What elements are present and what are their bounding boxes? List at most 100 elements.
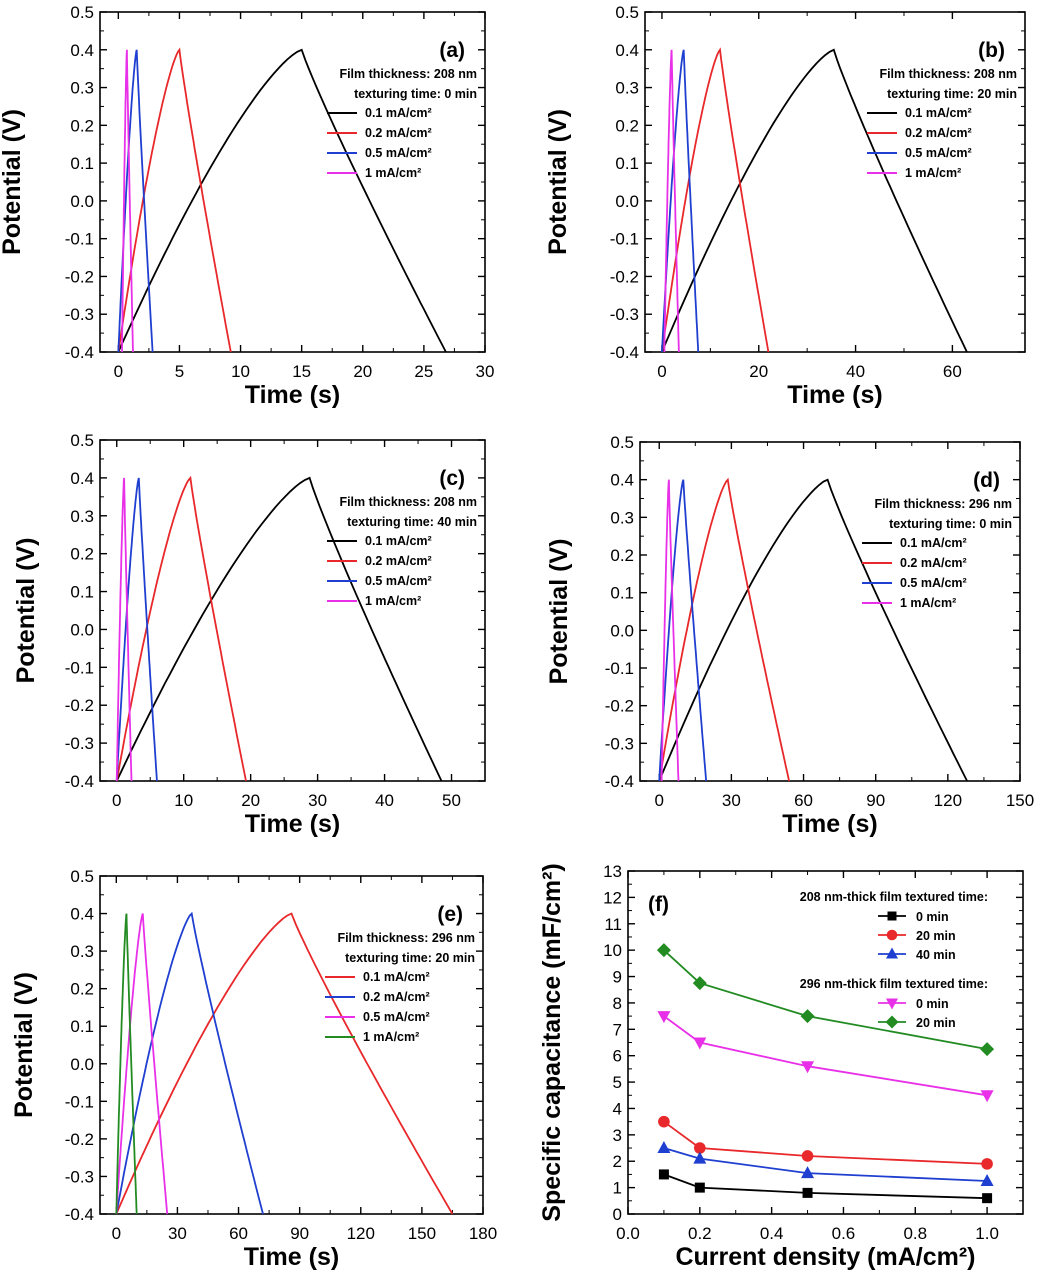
panel-label: (a) — [439, 39, 465, 62]
info-line: texturing time: 0 min — [354, 87, 477, 101]
y-tick-label: -0.1 — [605, 659, 634, 678]
y-tick-label: 0.2 — [615, 116, 639, 135]
y-tick-label: 6 — [613, 1047, 622, 1066]
y-tick-label: 0.3 — [70, 507, 94, 526]
data-point — [885, 1015, 899, 1029]
series-line-2 — [115, 913, 169, 1215]
series-line-1 — [658, 477, 790, 782]
panel-b: -0.4 -0.3 -0.2 -0.1 0.0 0.1 0.2 0.3 0.4 0.5 0 20 40 6… — [544, 3, 1026, 409]
y-tick-label: 8 — [613, 994, 622, 1013]
panel-label: (f) — [648, 893, 669, 916]
x-tick-label: 30 — [722, 791, 741, 810]
series-line-1 — [661, 47, 770, 353]
series-line-0 — [115, 476, 443, 782]
y-tick-label: 0.0 — [70, 192, 94, 211]
y-tick-label: 0.1 — [70, 154, 94, 173]
y-tick-label: -0.3 — [65, 305, 94, 324]
x-tick-label: 120 — [347, 1224, 375, 1243]
data-point — [980, 1042, 995, 1057]
data-point — [801, 1061, 815, 1074]
panel-e: -0.4 -0.3 -0.2 -0.1 0.0 0.1 0.2 0.3 0.4 0.5 0 30 60 9… — [10, 867, 497, 1271]
x-tick-label: 60 — [794, 791, 813, 810]
legend-label: 0.5 mA/cm² — [363, 1010, 430, 1024]
series-line-0 — [661, 48, 968, 353]
series-line-3 — [663, 49, 680, 353]
y-tick-label: -0.2 — [65, 1130, 94, 1149]
series-line-2 — [658, 479, 707, 782]
data-point — [657, 1011, 671, 1024]
info-line: texturing time: 0 min — [889, 517, 1012, 531]
y-tick-label: 7 — [613, 1020, 622, 1039]
series-line-3 — [660, 479, 680, 782]
plot-frame — [99, 11, 486, 353]
x-tick-label: 10 — [174, 791, 193, 810]
y-tick-label: 0.3 — [610, 508, 634, 527]
x-tick-label: 0.8 — [903, 1224, 927, 1243]
x-tick-label: 60 — [943, 362, 962, 381]
series-line-1 — [115, 911, 264, 1215]
x-tick-label: 1.0 — [975, 1224, 999, 1243]
x-tick-label: 0 — [112, 791, 121, 810]
x-tick-label: 60 — [229, 1224, 248, 1243]
y-tick-label: -0.4 — [65, 772, 94, 791]
y-tick-label: 0.4 — [70, 469, 94, 488]
series-line-2 — [115, 477, 158, 782]
x-tick-label: 150 — [1006, 791, 1034, 810]
data-point — [801, 1166, 815, 1179]
y-tick-label: 0.1 — [610, 584, 634, 603]
y-tick-label: 0.2 — [70, 116, 94, 135]
series-line-0 — [117, 48, 447, 353]
legend-label: 0.1 mA/cm² — [365, 106, 432, 120]
y-tick-label: 0.4 — [70, 905, 94, 924]
info-line: Film thickness: 296 nm — [874, 497, 1012, 511]
legend-label: 0.2 mA/cm² — [365, 554, 432, 568]
info-line: texturing time: 40 min — [347, 515, 477, 529]
x-tick-label: 0.2 — [688, 1224, 712, 1243]
y-tick-label: 0.2 — [70, 545, 94, 564]
y-tick-label: 12 — [603, 888, 622, 907]
legend-label: 1 mA/cm² — [363, 1030, 419, 1044]
y-tick-label: 0.2 — [70, 980, 94, 999]
y-tick-label: -0.2 — [610, 267, 639, 286]
legend-label: 0.5 mA/cm² — [900, 576, 967, 590]
x-tick-label: 180 — [469, 1224, 497, 1243]
plot-frame — [644, 11, 1026, 353]
legend-label: 0.5 mA/cm² — [905, 146, 972, 160]
y-tick-label: 0.4 — [70, 41, 94, 60]
x-tick-label: 30 — [168, 1224, 187, 1243]
series-line-0 — [663, 1173, 988, 1200]
y-tick-label: 0.5 — [70, 3, 94, 22]
data-point — [693, 1151, 707, 1164]
x-tick-label: 25 — [414, 362, 433, 381]
y-tick-label: 0.5 — [615, 3, 639, 22]
x-tick-label: 40 — [375, 791, 394, 810]
x-axis-label: Time (s) — [245, 810, 340, 838]
x-tick-label: 120 — [934, 791, 962, 810]
legend-label: 20 min — [916, 1016, 956, 1030]
x-tick-label: 90 — [290, 1224, 309, 1243]
x-axis-label: Current density (mA/cm²) — [675, 1243, 975, 1271]
x-tick-label: 0 — [112, 1224, 121, 1243]
y-axis-label: Potential (V) — [10, 972, 38, 1118]
y-tick-label: 0.2 — [610, 546, 634, 565]
series-line-3 — [663, 1015, 988, 1097]
legend-label: 0 min — [916, 997, 949, 1011]
y-tick-label: -0.1 — [65, 1092, 94, 1111]
x-axis-label: Time (s) — [787, 381, 882, 409]
data-point — [692, 976, 707, 991]
series-line-2 — [661, 49, 700, 353]
data-point — [982, 1193, 993, 1204]
legend-label: 0.1 mA/cm² — [363, 970, 430, 984]
y-axis-label: Potential (V) — [545, 539, 573, 685]
info-line: Film thickness: 208 nm — [879, 67, 1017, 81]
y-tick-label: 13 — [603, 862, 622, 881]
legend-label: 1 mA/cm² — [900, 596, 956, 610]
x-tick-label: 0 — [655, 791, 664, 810]
y-tick-label: 0.3 — [70, 79, 94, 98]
panel-d: -0.4 -0.3 -0.2 -0.1 0.0 0.1 0.2 0.3 0.4 0.5 0 30 60 9… — [545, 433, 1034, 838]
panel-a: -0.4 -0.3 -0.2 -0.1 0.0 0.1 0.2 0.3 0.4 0.5 0 5 10 15… — [0, 3, 494, 409]
legend-label: 0.1 mA/cm² — [905, 106, 972, 120]
data-point — [886, 929, 898, 941]
data-point — [802, 1187, 813, 1198]
series-line-1 — [117, 47, 232, 353]
